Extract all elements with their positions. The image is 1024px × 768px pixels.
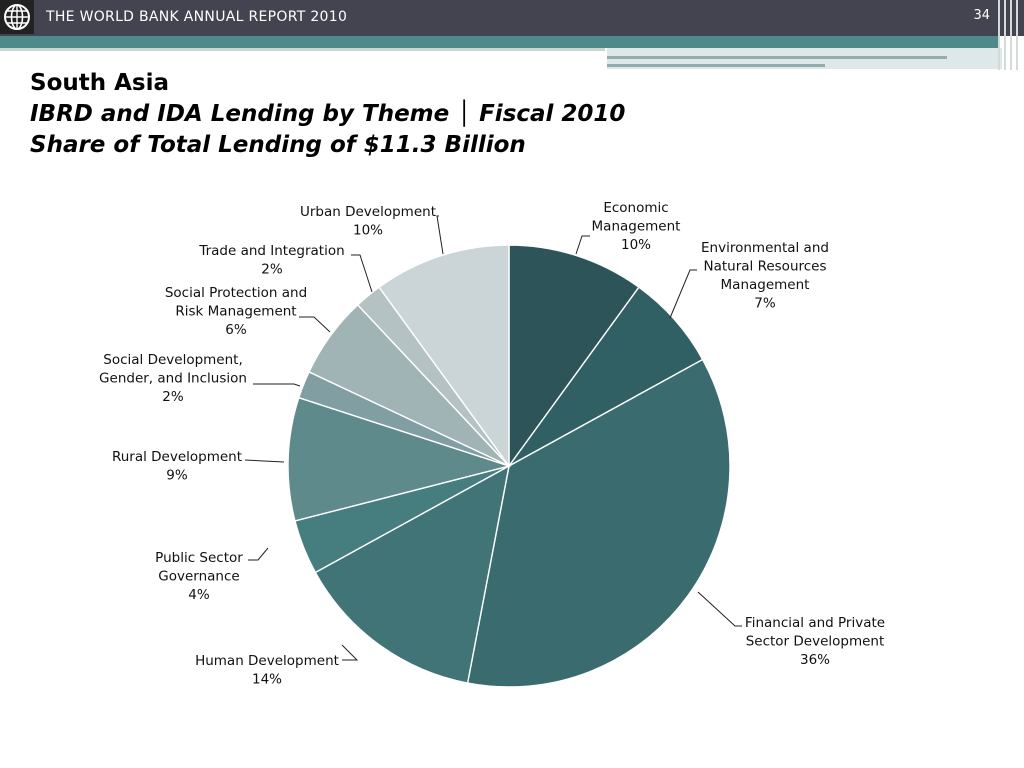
slice-label-6: Rural Development 9% <box>112 449 242 484</box>
leader-line-2 <box>669 269 697 319</box>
pie-slice-10 <box>378 244 510 469</box>
slice-label-1: Economic Management 10% <box>592 200 681 253</box>
chart-title: Share of Total Lending of $11.3 Billion <box>30 132 526 158</box>
globe-logo-icon <box>0 0 34 34</box>
slice-label-2: Environmental and Natural Resources Manage… <box>701 240 829 312</box>
slice-label-8: Social Protection and Risk Management 6% <box>165 285 307 338</box>
leader-line-5 <box>248 547 269 561</box>
leader-line-8 <box>299 316 331 333</box>
slice-label-7: Social Development, Gender, and Inclusion… <box>99 352 247 405</box>
region-title: South Asia <box>30 70 170 96</box>
report-title: THE WORLD BANK ANNUAL REPORT 2010 <box>46 9 348 25</box>
pie-slice-1 <box>508 244 640 469</box>
page-number: 34 <box>973 8 990 23</box>
slice-label-10: Urban Development 10% <box>300 204 436 239</box>
slice-label-5: Public Sector Governance 4% <box>155 550 243 603</box>
slice-label-4: Human Development 14% <box>195 653 339 688</box>
divider-line <box>607 56 947 59</box>
accent-strip <box>0 36 1000 48</box>
leader-line-9 <box>351 254 373 293</box>
leader-lines <box>244 215 742 661</box>
pie-slice-4 <box>314 464 510 684</box>
pie-slice-3 <box>466 358 731 688</box>
leader-line-10 <box>436 215 444 255</box>
divider-line <box>0 48 605 51</box>
pie-slice-6 <box>287 396 512 522</box>
decorative-bars <box>996 0 1024 70</box>
header-bar: THE WORLD BANK ANNUAL REPORT 2010 34 <box>0 0 1024 36</box>
slice-label-9: Trade and Integration 2% <box>198 243 344 278</box>
slice-labels: Economic Management 10% Environmental and Na… <box>99 200 885 688</box>
leader-line-3 <box>697 591 742 627</box>
leader-line-4 <box>341 644 359 661</box>
slide-titles: South Asia IBRD and IDA Lending by Theme… <box>30 68 625 161</box>
leader-line-1 <box>575 235 590 255</box>
divider-line <box>607 64 825 67</box>
leader-line-6 <box>244 459 285 463</box>
pie-slices <box>287 244 731 688</box>
chart-subtitle: IBRD and IDA Lending by Theme │ Fiscal 2… <box>30 101 626 127</box>
slice-label-3: Financial and Private Sector Development 3… <box>745 615 885 668</box>
leader-line-7 <box>253 383 301 387</box>
